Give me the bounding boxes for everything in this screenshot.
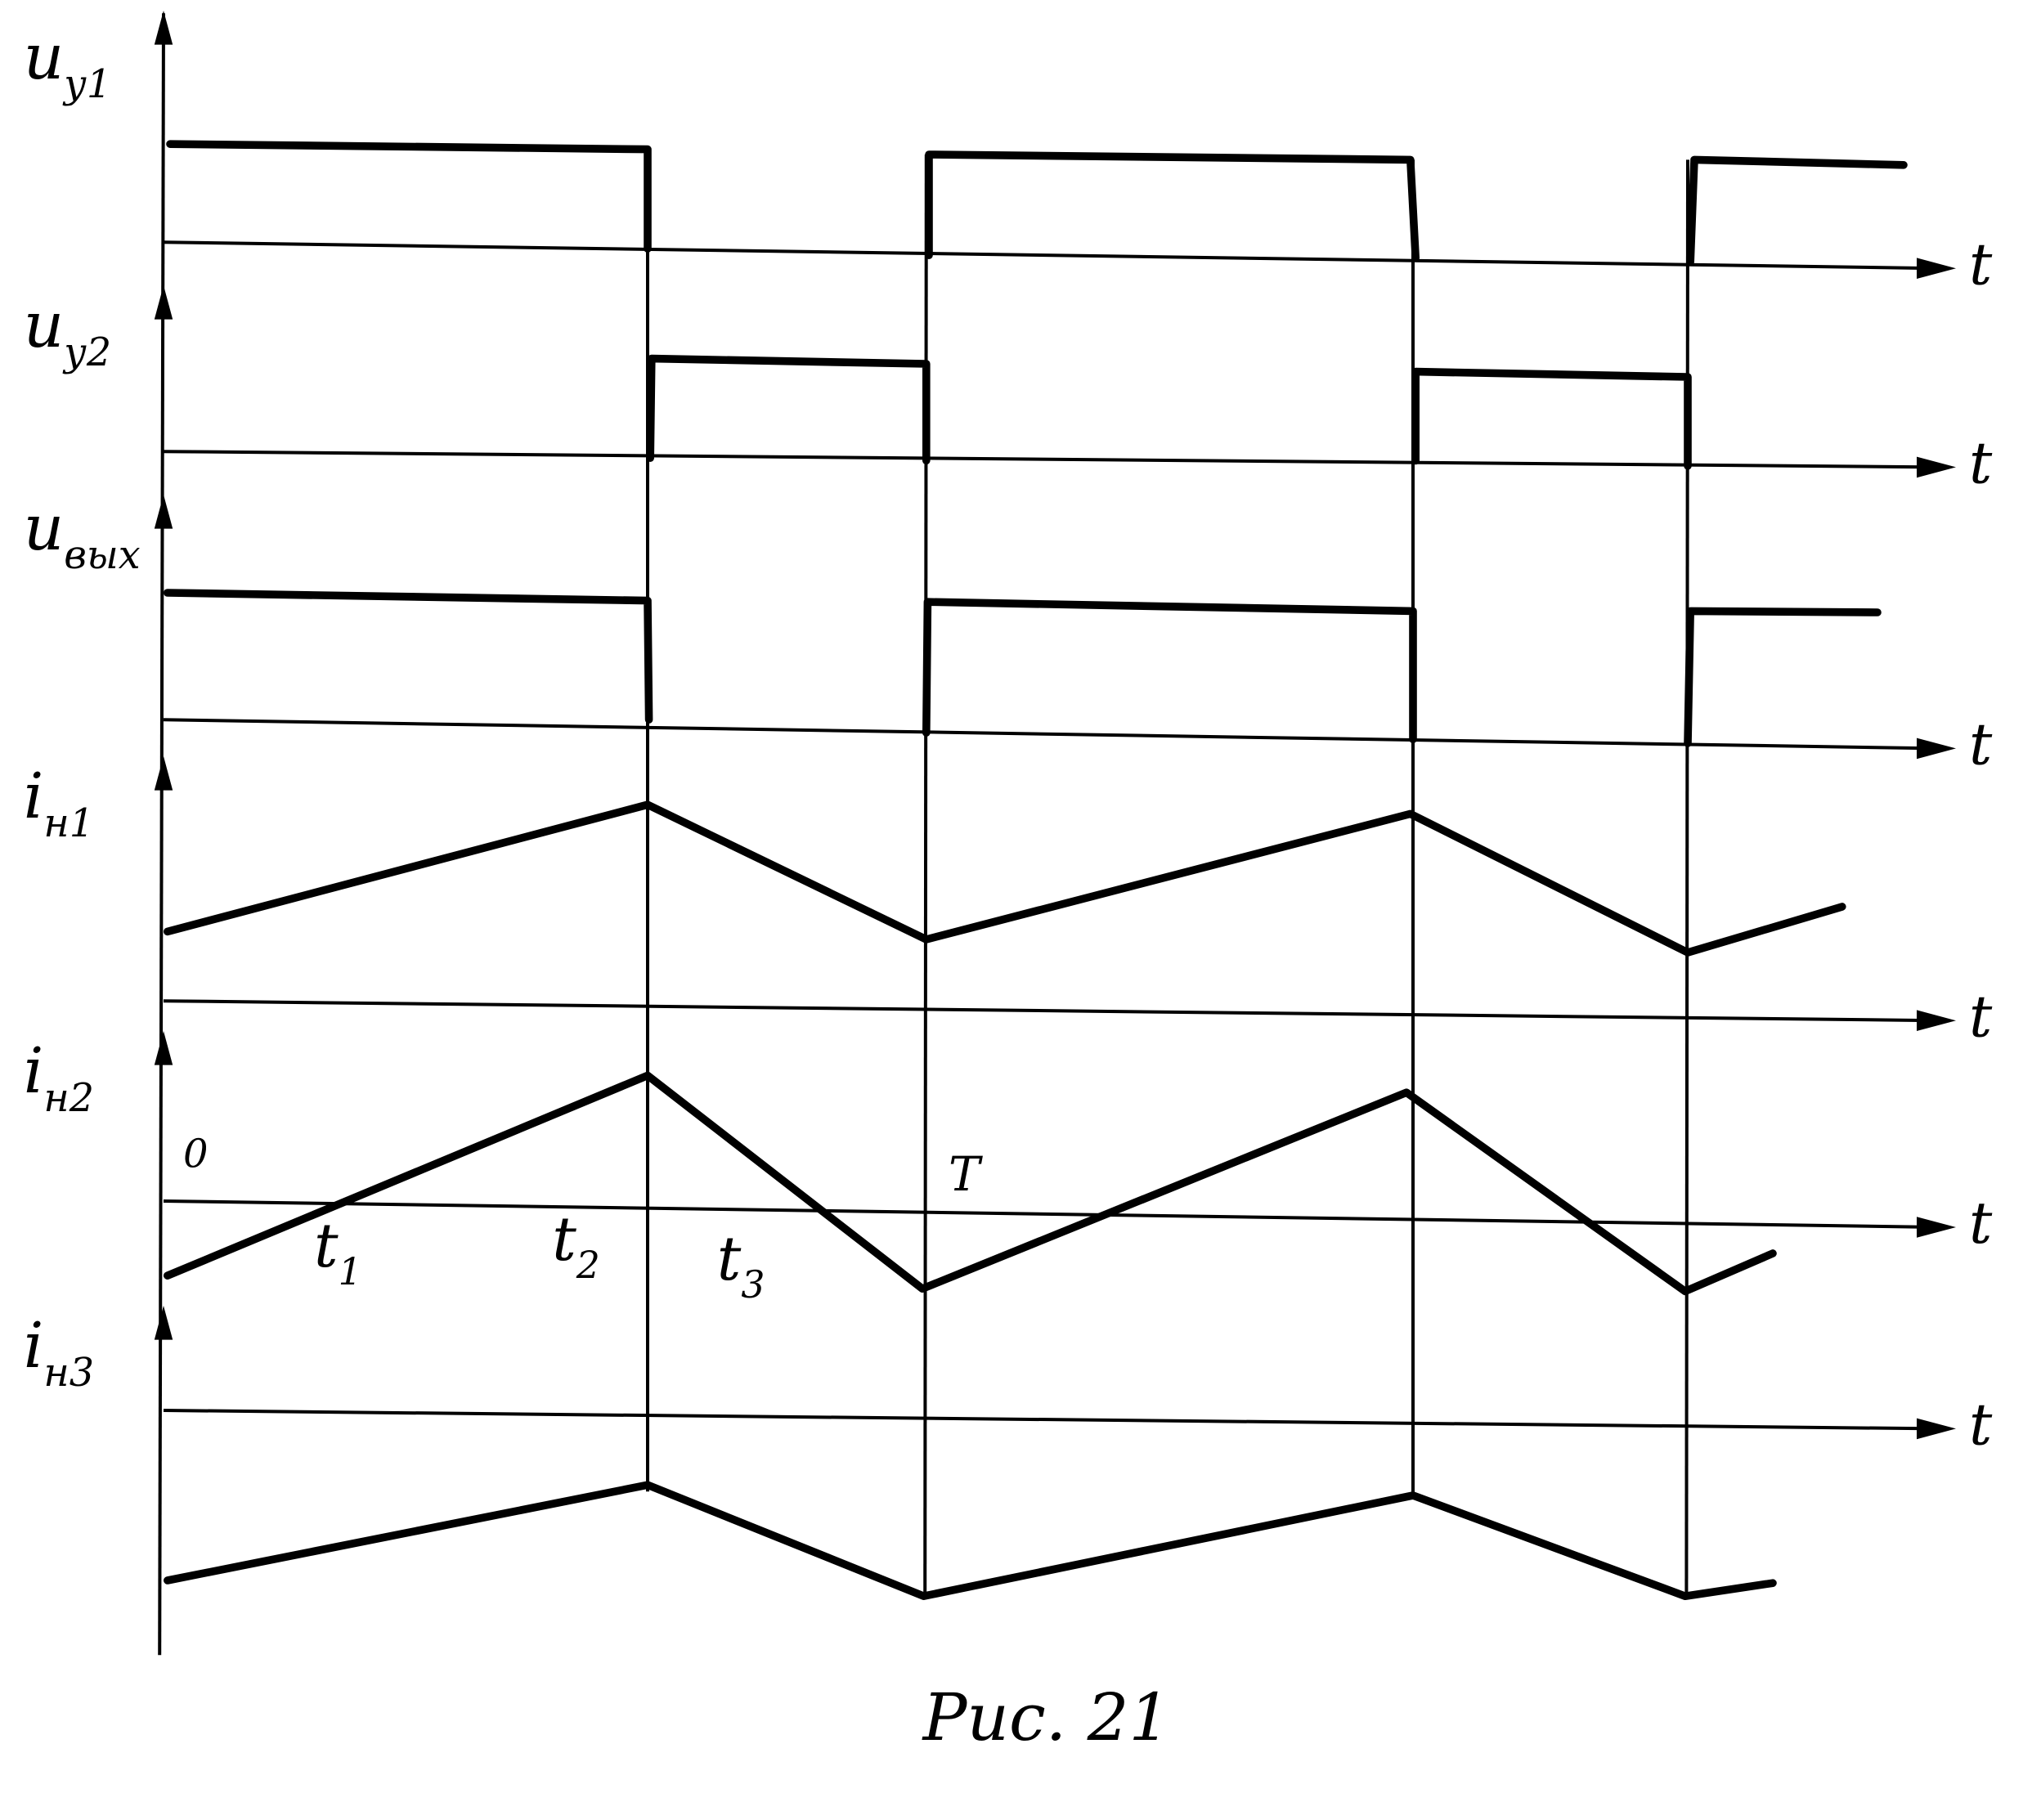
waveform — [925, 150, 1420, 262]
axis-label: t — [1969, 430, 1993, 497]
signal-label: iн1 — [24, 760, 94, 846]
symbol: t — [314, 1212, 339, 1281]
symbol: i — [24, 1310, 44, 1383]
signal-label: uу2 — [24, 289, 111, 375]
waveform — [164, 589, 653, 724]
caption: Рис. 21 — [922, 1679, 1171, 1755]
t-axis — [163, 999, 1937, 1023]
axis-arrow — [1917, 1217, 1956, 1238]
signal-arrow — [154, 495, 173, 529]
symbol: u — [24, 492, 64, 565]
axis-arrow — [1917, 1010, 1956, 1031]
subscript: 1 — [339, 1250, 362, 1293]
period-label: T — [949, 1147, 983, 1202]
vertical-axis — [158, 13, 165, 1656]
subscript: 3 — [741, 1263, 765, 1307]
waveform — [646, 354, 931, 465]
axis-arrow — [1917, 1418, 1956, 1440]
axis-label: t — [1969, 983, 1993, 1050]
waveform — [1411, 367, 1692, 470]
signal-arrow — [154, 11, 173, 45]
waveform — [164, 800, 1846, 957]
t-axis — [163, 240, 1937, 271]
symbol: t — [552, 1205, 576, 1275]
subscript: н2 — [43, 1076, 94, 1121]
signal-arrow — [154, 285, 173, 320]
signal-arrow — [154, 756, 173, 791]
axis-label: t — [1969, 1190, 1993, 1257]
axis-label: t — [1969, 231, 1993, 298]
subscript: у1 — [62, 62, 111, 107]
signal-label: iн2 — [24, 1035, 94, 1121]
time-label: t2 — [552, 1205, 600, 1287]
t-axis — [163, 718, 1937, 751]
subscript: 2 — [576, 1244, 600, 1287]
time-label: t1 — [314, 1212, 362, 1293]
subscript: н1 — [43, 801, 94, 846]
signal-label: uу1 — [24, 21, 111, 107]
waveform — [922, 598, 1417, 743]
symbol: i — [24, 760, 44, 833]
axis-arrow — [1917, 456, 1956, 478]
t-axis — [163, 450, 1937, 469]
waveform — [164, 1071, 1777, 1296]
origin-label: 0 — [183, 1131, 209, 1177]
waveform — [1686, 155, 1908, 266]
signal-arrow — [154, 1306, 173, 1340]
signal-label: uвых — [24, 492, 141, 578]
subscript: вых — [64, 533, 140, 578]
waveform — [1684, 607, 1882, 747]
symbol: u — [24, 289, 64, 362]
subscript: н3 — [43, 1351, 94, 1396]
symbol: t — [717, 1225, 742, 1294]
signal-label: iн3 — [24, 1310, 94, 1396]
symbol: i — [24, 1035, 44, 1108]
waveform — [166, 140, 652, 253]
waveform — [164, 1481, 1777, 1600]
t-axis — [163, 1199, 1937, 1229]
subscript: у2 — [62, 330, 111, 375]
axis-arrow — [1917, 737, 1956, 760]
axis-arrow — [1917, 258, 1956, 279]
symbol: u — [24, 21, 64, 94]
axis-label: t — [1969, 1392, 1993, 1459]
signal-arrow — [154, 1031, 173, 1065]
t-axis — [163, 1409, 1937, 1431]
axis-label: t — [1969, 711, 1993, 778]
waveforms — [164, 140, 1908, 1600]
time-label: t3 — [717, 1225, 765, 1307]
